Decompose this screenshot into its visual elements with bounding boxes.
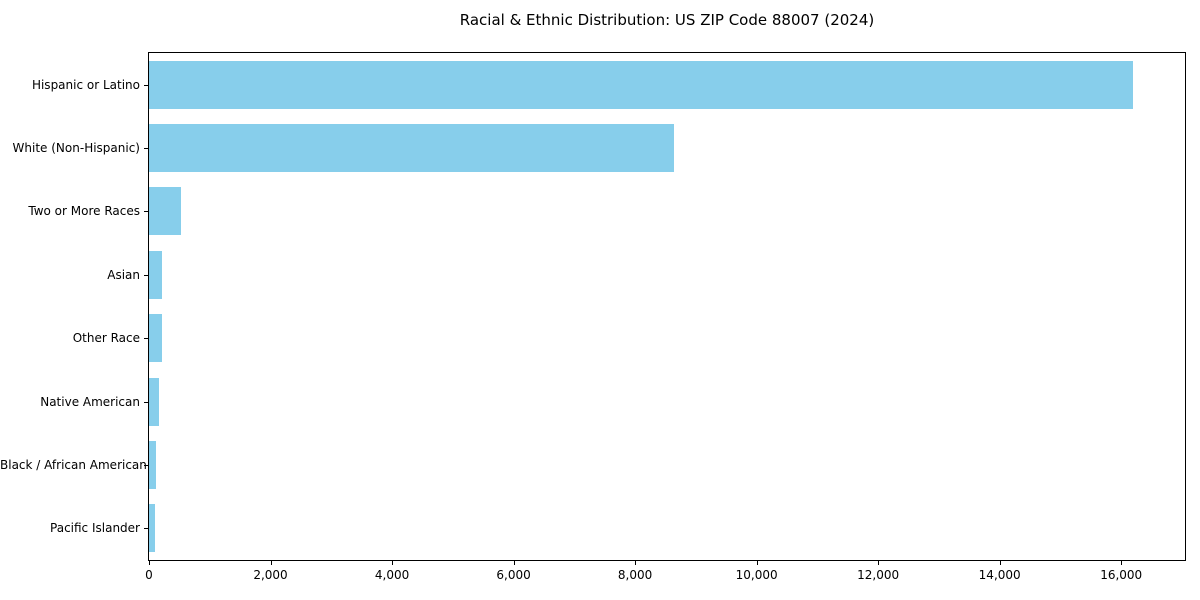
x-tick-label: 6,000 [496,568,531,582]
x-tick-label: 10,000 [735,568,778,582]
x-tick [999,561,1001,565]
bar-4 [149,314,162,363]
x-tick [149,561,150,565]
x-tick-label: 14,000 [978,568,1021,582]
y-tick-label: Hispanic or Latino [31,77,140,92]
x-tick [392,561,394,565]
y-tick-label: Asian [107,267,140,282]
x-tick-label: 16,000 [1100,568,1143,582]
x-tick [1121,561,1123,565]
bar-7 [149,504,155,553]
x-tick [756,561,758,565]
x-tick-label: 12,000 [857,568,900,582]
x-tick [513,561,515,565]
bar-1 [149,124,674,173]
x-tick-label: 0 [145,568,153,582]
x-tick [878,561,880,565]
x-tick-label: 2,000 [253,568,288,582]
x-tick [635,561,637,565]
chart-title: Racial & Ethnic Distribution: US ZIP Cod… [459,11,875,29]
bar-5 [149,377,160,426]
bar-2 [149,187,181,236]
plot-area [148,52,1186,561]
y-tick [144,148,148,150]
y-tick [144,401,148,403]
bar-3 [149,250,163,299]
y-tick-label: Black / African American [0,457,147,472]
y-tick [144,211,148,213]
x-tick-label: 4,000 [374,568,410,582]
y-tick [144,528,148,530]
x-tick-label: 8,000 [617,568,653,582]
bar-0 [149,60,1134,109]
bar-6 [149,440,156,489]
y-tick-label: Two or More Races [28,204,140,219]
y-tick [144,338,148,340]
y-tick [144,84,148,86]
y-tick [144,464,148,466]
y-tick-label: Native American [40,394,140,409]
y-tick-label: Pacific Islander [50,521,140,536]
y-tick-label: Other Race [72,331,140,346]
y-tick-label: White (Non-Hispanic) [12,141,140,156]
x-tick [270,561,272,565]
y-tick [144,274,148,276]
